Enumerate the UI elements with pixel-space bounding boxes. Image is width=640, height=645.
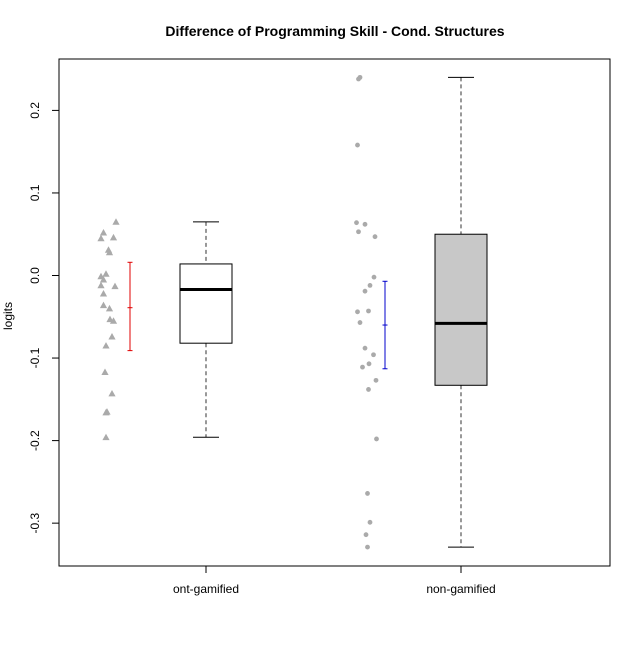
data-point (101, 368, 109, 375)
y-axis-label: logits (1, 302, 15, 330)
data-point (371, 352, 376, 358)
data-point (360, 364, 365, 370)
data-point (102, 433, 110, 441)
data-point (99, 301, 108, 309)
data-point (105, 304, 114, 312)
box (434, 233, 488, 386)
data-point (366, 361, 372, 367)
y-tick-label: 0.2 (28, 102, 42, 119)
data-point (367, 519, 373, 525)
data-point (97, 234, 105, 242)
data-point (367, 283, 373, 288)
data-point (373, 377, 379, 383)
data-point (356, 76, 361, 82)
y-tick-label: -0.2 (28, 430, 42, 451)
data-point (109, 317, 118, 324)
data-point (108, 389, 116, 397)
data-point (366, 308, 371, 314)
data-point (105, 248, 114, 256)
group-ont-gamified (97, 218, 233, 441)
data-point (371, 274, 377, 280)
data-point (354, 220, 359, 226)
x-axis: ont-gamified non-gamified (173, 565, 496, 596)
group-non-gamified (354, 74, 488, 550)
data-point (362, 345, 368, 351)
data-point (99, 276, 108, 283)
data-point (109, 233, 118, 241)
data-point (357, 320, 363, 325)
x-tick-label: ont-gamified (173, 582, 239, 596)
y-axis: -0.3 -0.2 -0.1 0.0 0.1 0.2 (28, 102, 60, 533)
groups-layer (97, 74, 488, 550)
y-tick-label: 0.0 (28, 267, 42, 284)
data-point (363, 532, 369, 538)
x-tick-label: non-gamified (426, 582, 495, 596)
data-point (97, 281, 105, 289)
data-point (355, 309, 360, 315)
data-point (356, 229, 361, 235)
y-tick-label: -0.3 (28, 512, 42, 533)
y-tick-label: 0.1 (28, 184, 42, 201)
data-point (366, 387, 371, 392)
data-point (99, 228, 108, 236)
data-point (365, 491, 370, 496)
data-point (355, 142, 360, 148)
data-point (372, 234, 378, 240)
data-point (99, 290, 108, 297)
data-point (102, 408, 110, 416)
data-point (362, 288, 368, 294)
data-point (374, 436, 379, 442)
box (179, 263, 233, 344)
data-point (111, 282, 119, 290)
chart-title: Difference of Programming Skill - Cond. … (165, 23, 504, 39)
data-point (365, 544, 370, 550)
data-point (108, 332, 116, 340)
data-point (362, 221, 368, 227)
data-point (112, 218, 120, 225)
data-point (102, 342, 110, 349)
y-tick-label: -0.1 (28, 347, 42, 368)
data-point (102, 270, 110, 277)
